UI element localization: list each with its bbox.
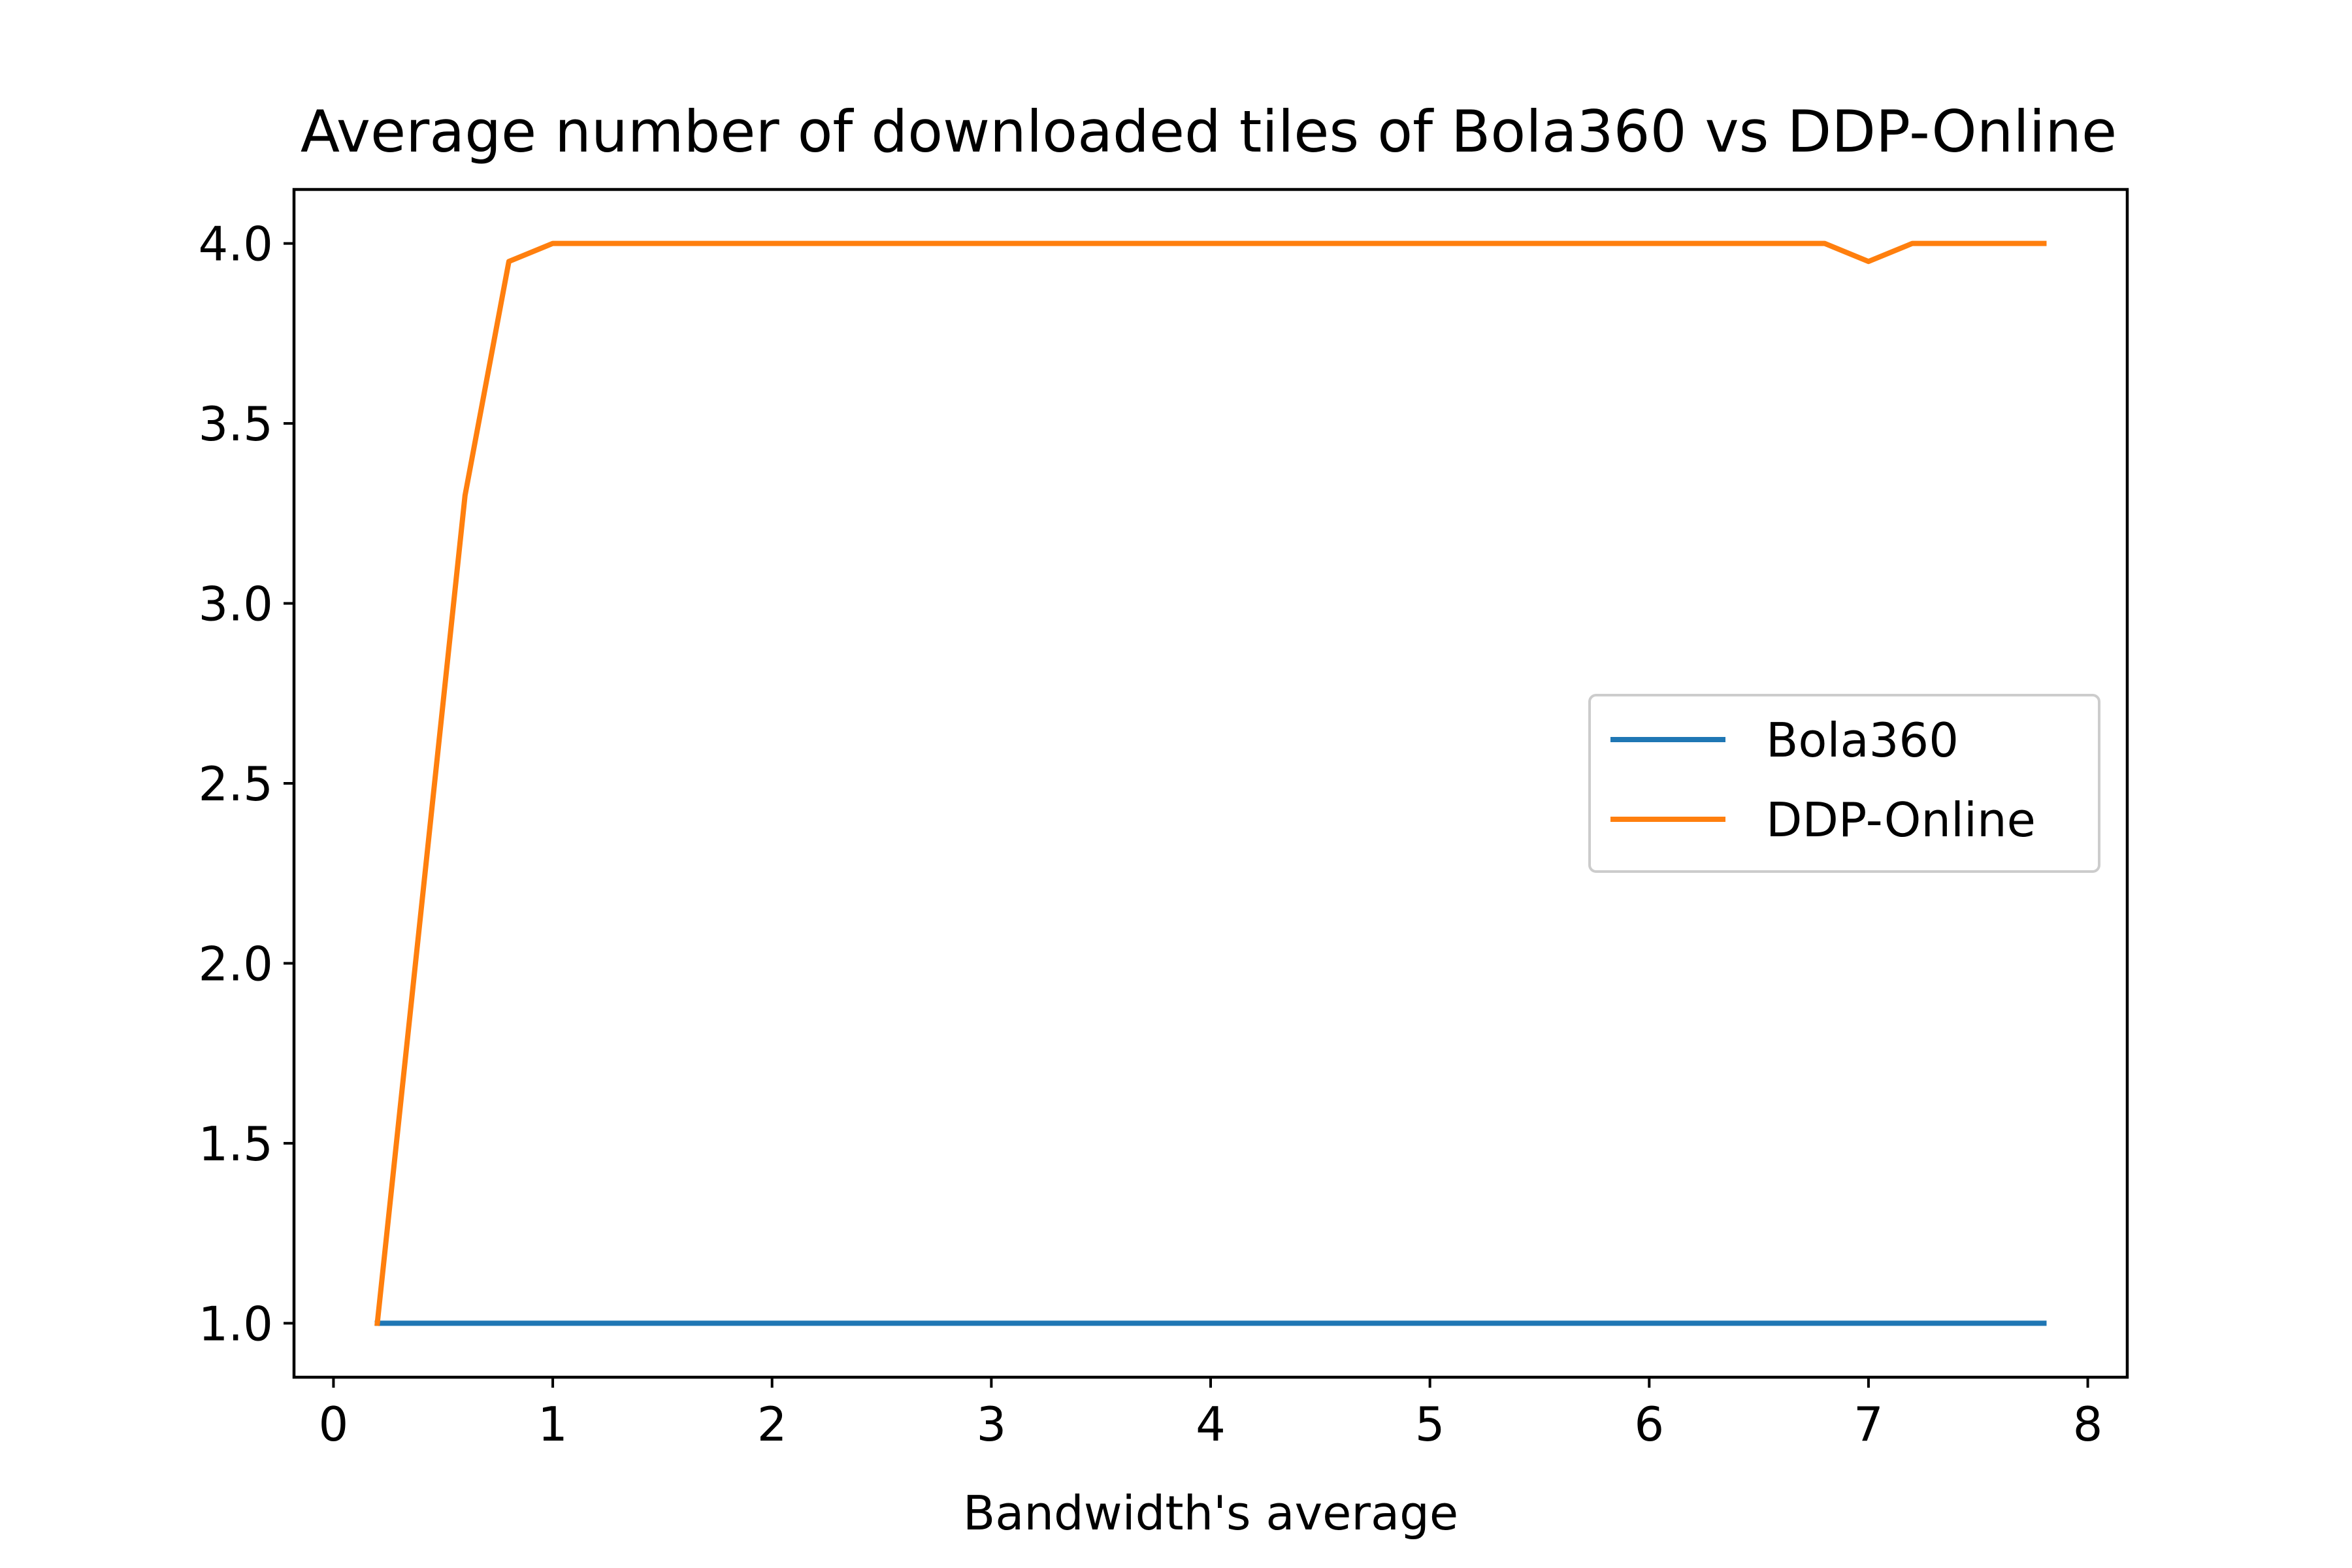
y-tick-label: 2.0	[198, 936, 273, 991]
y-tick-label: 2.5	[198, 757, 273, 811]
x-tick-label: 3	[976, 1397, 1006, 1452]
x-tick-label: 1	[538, 1397, 568, 1452]
x-tick-label: 5	[1415, 1397, 1445, 1452]
x-tick-label: 0	[319, 1397, 349, 1452]
y-tick-label: 3.5	[198, 397, 273, 451]
x-tick-label: 2	[757, 1397, 787, 1452]
legend-label: DDP-Online	[1766, 792, 2036, 847]
axes: 0 1 2 3 4 5 6 7 8 1.0 1.5 2.0 2.5 3.0 3.5 4.0	[198, 188, 2129, 1452]
x-axis-label: Bandwidth's average	[963, 1486, 1458, 1541]
legend: Bola360 DDP-Online	[1588, 694, 2100, 873]
x-tick-label: 4	[1196, 1397, 1226, 1452]
y-tick-label: 1.0	[198, 1296, 273, 1351]
legend-label: Bola360	[1766, 713, 1959, 768]
x-tick-label: 8	[2073, 1397, 2103, 1452]
x-tick-label: 7	[1854, 1397, 1884, 1452]
y-tick-label: 4.0	[198, 217, 273, 272]
series-line-ddp-online	[374, 240, 2047, 1326]
chart-title: Average number of downloaded tiles of Bo…	[301, 98, 2117, 165]
y-tick-label: 1.5	[198, 1117, 273, 1171]
x-tick-label: 6	[1634, 1397, 1664, 1452]
plot-area	[374, 240, 2047, 1326]
y-tick-label: 3.0	[198, 577, 273, 632]
